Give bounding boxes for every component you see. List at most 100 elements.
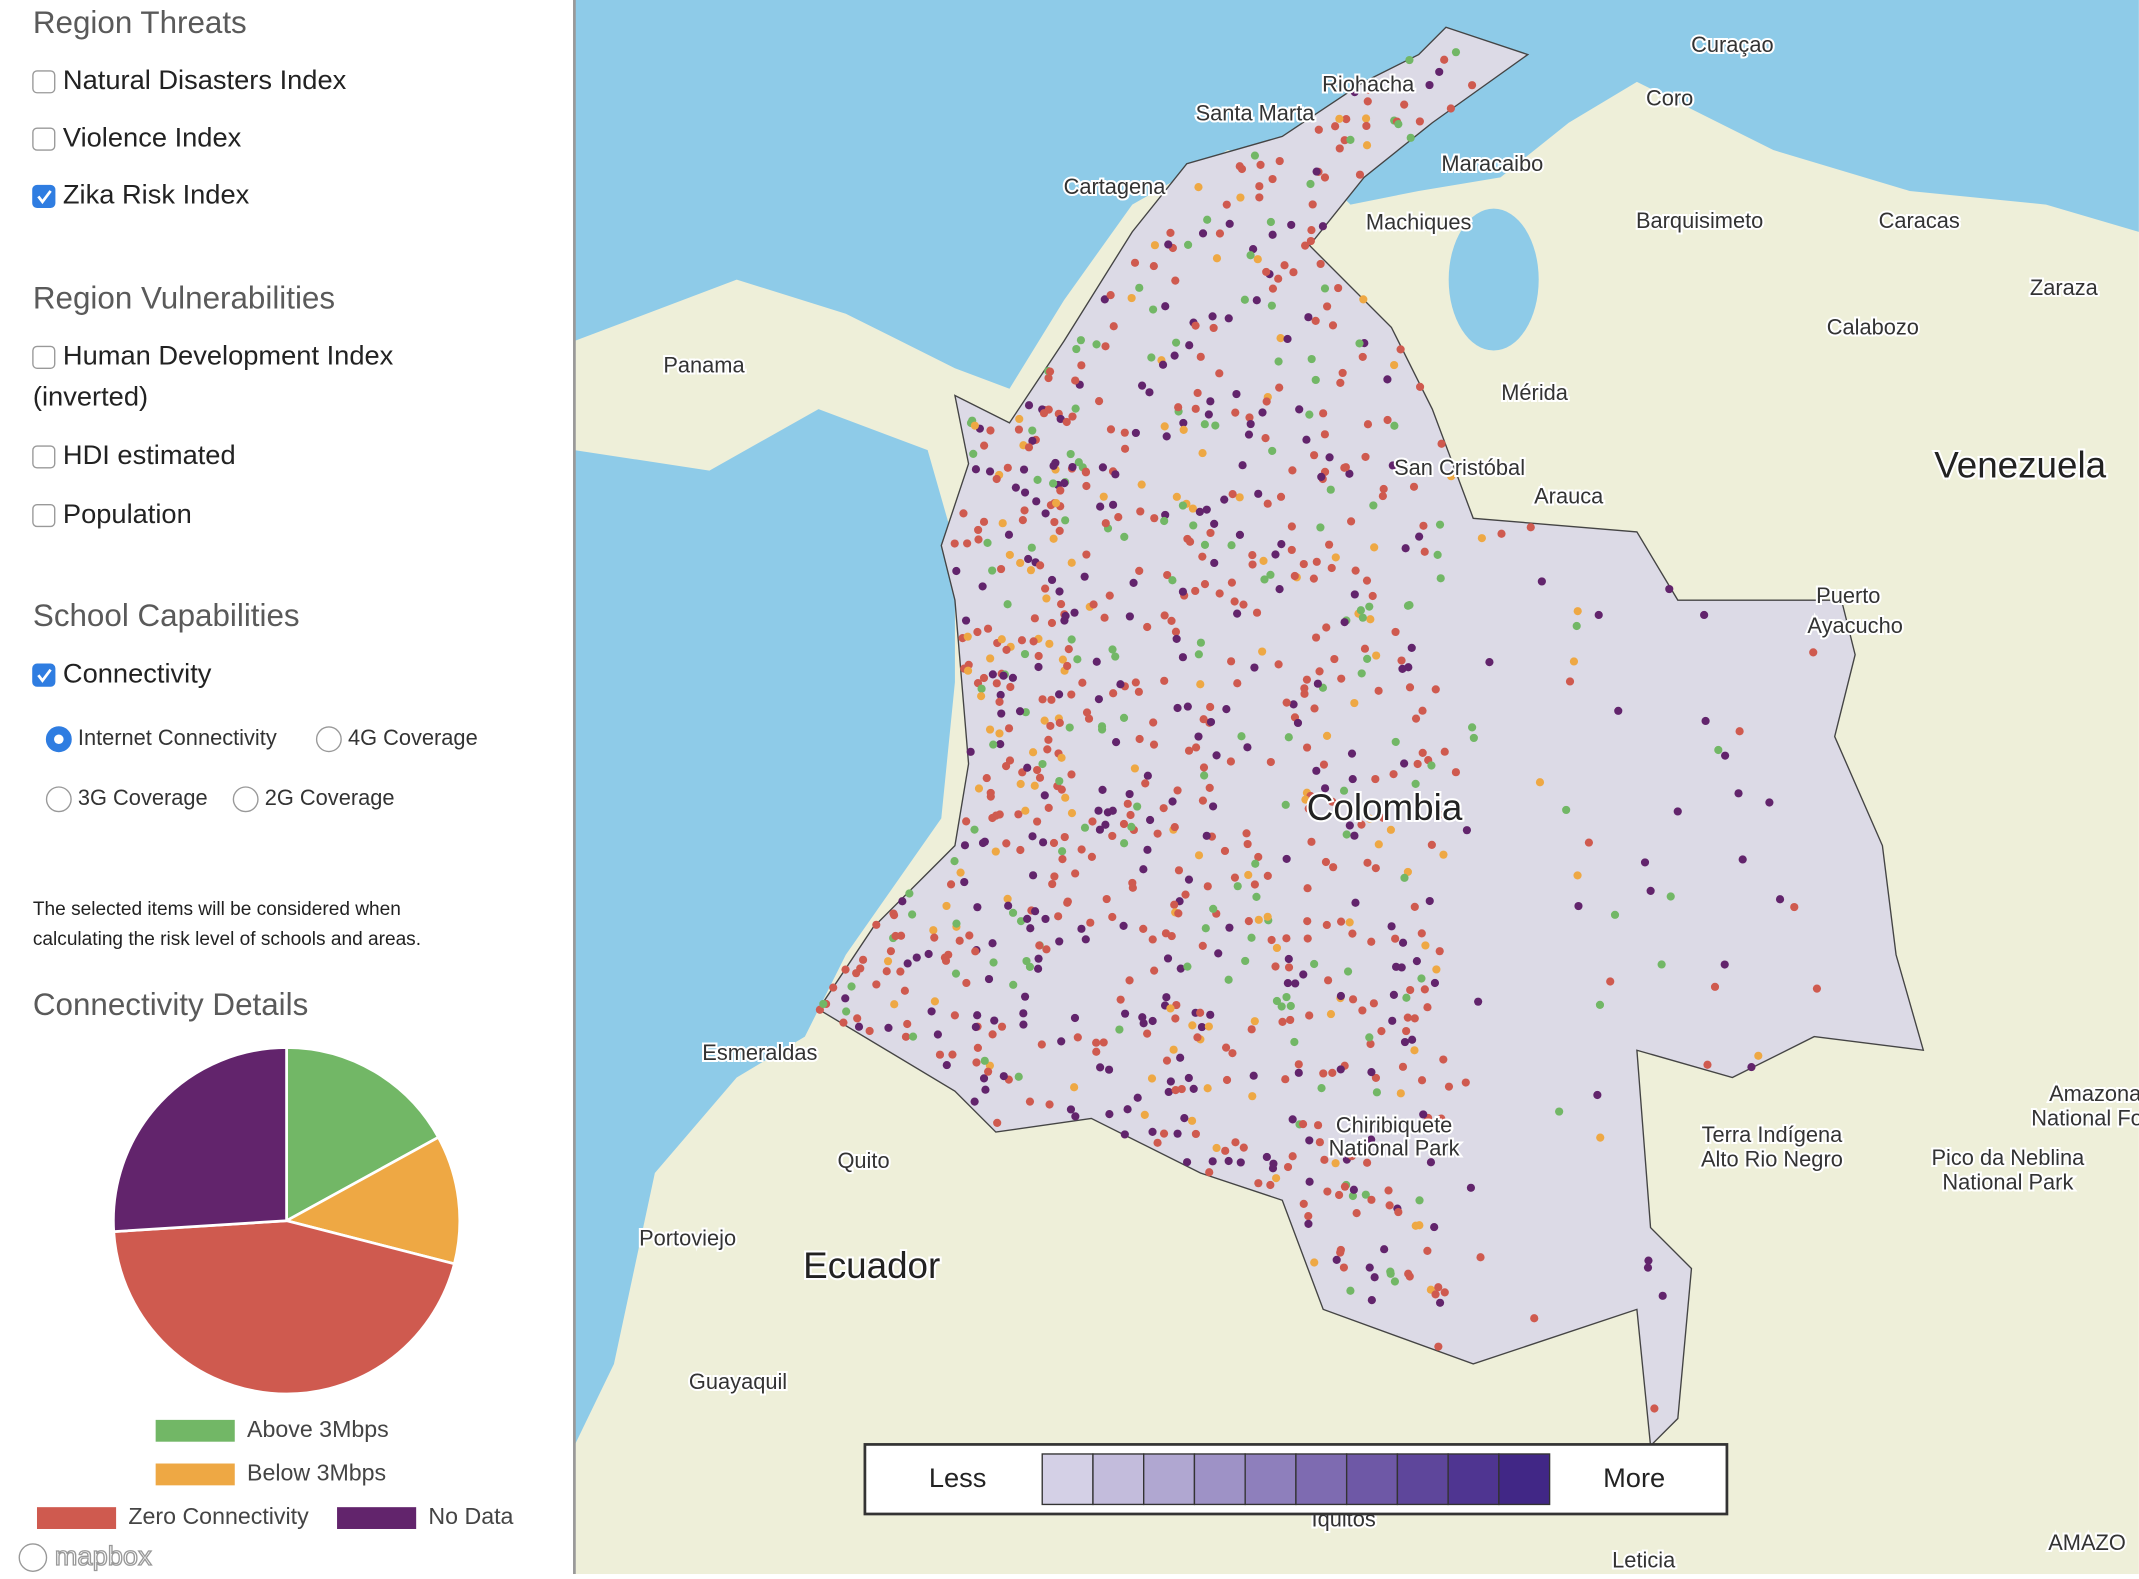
school-dot xyxy=(1196,680,1205,689)
school-dot xyxy=(1049,838,1059,848)
school-dot xyxy=(1179,425,1188,434)
checkbox[interactable] xyxy=(32,445,56,469)
school-dot xyxy=(978,582,987,591)
school-dot xyxy=(1415,1221,1424,1230)
school-dot xyxy=(1028,832,1037,841)
school-dot xyxy=(1277,1002,1286,1011)
checkbox[interactable] xyxy=(32,70,56,94)
checkbox[interactable] xyxy=(32,127,56,151)
school-dot xyxy=(1271,962,1280,971)
school-dot xyxy=(1345,821,1354,830)
school-dot xyxy=(1562,805,1571,815)
school-dot xyxy=(1049,479,1058,488)
school-dot xyxy=(1135,283,1144,292)
school-dot xyxy=(1309,574,1318,583)
school-dot xyxy=(983,624,993,633)
school-dot xyxy=(973,903,982,912)
school-dot xyxy=(1056,414,1065,424)
school-dot xyxy=(1133,1093,1142,1102)
school-dot xyxy=(1720,960,1729,969)
school-dot xyxy=(1357,669,1366,678)
checkbox[interactable] xyxy=(32,663,56,687)
radio[interactable] xyxy=(45,786,72,813)
school-dot xyxy=(1243,743,1252,752)
school-dot xyxy=(1206,1010,1215,1019)
school-dot xyxy=(1224,314,1233,323)
school-dot xyxy=(1034,662,1043,672)
school-dot xyxy=(1033,475,1042,484)
school-dot xyxy=(847,982,856,991)
school-dot xyxy=(998,519,1007,528)
school-dot xyxy=(1379,813,1388,822)
school-dot xyxy=(1342,115,1351,124)
school-dot xyxy=(1411,779,1420,788)
school-dot xyxy=(997,709,1006,718)
school-dot xyxy=(1417,974,1426,983)
school-dot xyxy=(1049,534,1058,543)
school-dot xyxy=(1244,917,1253,926)
school-dot xyxy=(1221,1043,1231,1052)
school-dot xyxy=(992,474,1001,484)
school-dot xyxy=(1215,589,1224,598)
school-dot xyxy=(1289,700,1298,709)
school-dot xyxy=(1435,520,1445,529)
school-dot xyxy=(942,901,951,911)
school-dot xyxy=(1340,136,1349,145)
school-dot xyxy=(1188,504,1197,513)
place-label: Cartagena xyxy=(1064,174,1167,199)
map[interactable]: Curaçao Riohacha Coro Santa Marta Maracaibo C… xyxy=(574,0,2139,1575)
school-dot xyxy=(966,747,975,756)
school-dot xyxy=(1183,702,1192,711)
school-dot xyxy=(1233,882,1242,891)
school-dot xyxy=(1024,401,1034,410)
school-dot xyxy=(970,825,979,834)
school-dot xyxy=(1310,1258,1319,1267)
school-dot xyxy=(1251,859,1260,868)
school-dot xyxy=(1101,820,1110,829)
school-dot xyxy=(1336,378,1345,387)
legend-step xyxy=(1396,1453,1449,1506)
school-dot xyxy=(1365,1033,1374,1042)
school-dot xyxy=(1274,357,1283,366)
school-dot xyxy=(1233,679,1242,688)
school-dot xyxy=(1105,1110,1114,1119)
school-dot xyxy=(1137,381,1147,390)
school-dot xyxy=(1406,985,1415,995)
school-dot xyxy=(1024,443,1034,452)
school-dot xyxy=(1409,482,1419,491)
school-dot xyxy=(1348,929,1357,938)
school-dot xyxy=(1171,276,1180,285)
school-dot xyxy=(1028,748,1038,757)
map-labels: Curaçao Riohacha Coro Santa Marta Maracaibo C… xyxy=(637,30,2139,1574)
school-dot xyxy=(1033,817,1042,826)
radio[interactable] xyxy=(315,726,342,753)
school-dot xyxy=(1366,1039,1375,1049)
school-dot xyxy=(1340,618,1349,627)
school-dot xyxy=(1352,1209,1361,1218)
school-dot xyxy=(872,920,881,929)
school-dot xyxy=(1092,1038,1101,1047)
school-dot xyxy=(1440,55,1449,64)
checkbox[interactable] xyxy=(32,184,56,209)
school-dot xyxy=(1056,486,1065,495)
school-dot xyxy=(1125,789,1134,799)
checkmark xyxy=(37,668,52,683)
school-dot xyxy=(1119,713,1129,722)
school-dot xyxy=(1372,1088,1382,1097)
school-dot xyxy=(1072,344,1081,354)
checkbox[interactable] xyxy=(32,503,56,528)
school-dot xyxy=(1127,822,1136,831)
school-dot xyxy=(1194,851,1204,860)
school-dots xyxy=(815,48,1822,1413)
school-dot xyxy=(1335,1190,1344,1200)
school-dot xyxy=(1440,1288,1449,1297)
school-dot xyxy=(1288,1115,1297,1124)
school-dot xyxy=(1363,858,1372,867)
school-dot xyxy=(1380,1245,1389,1254)
place-label: National Fo xyxy=(2031,1106,2139,1131)
school-dot xyxy=(1212,751,1221,760)
school-dot xyxy=(1200,771,1209,780)
school-dot xyxy=(1227,657,1236,666)
checkbox[interactable] xyxy=(32,345,56,369)
radio[interactable] xyxy=(232,786,259,813)
